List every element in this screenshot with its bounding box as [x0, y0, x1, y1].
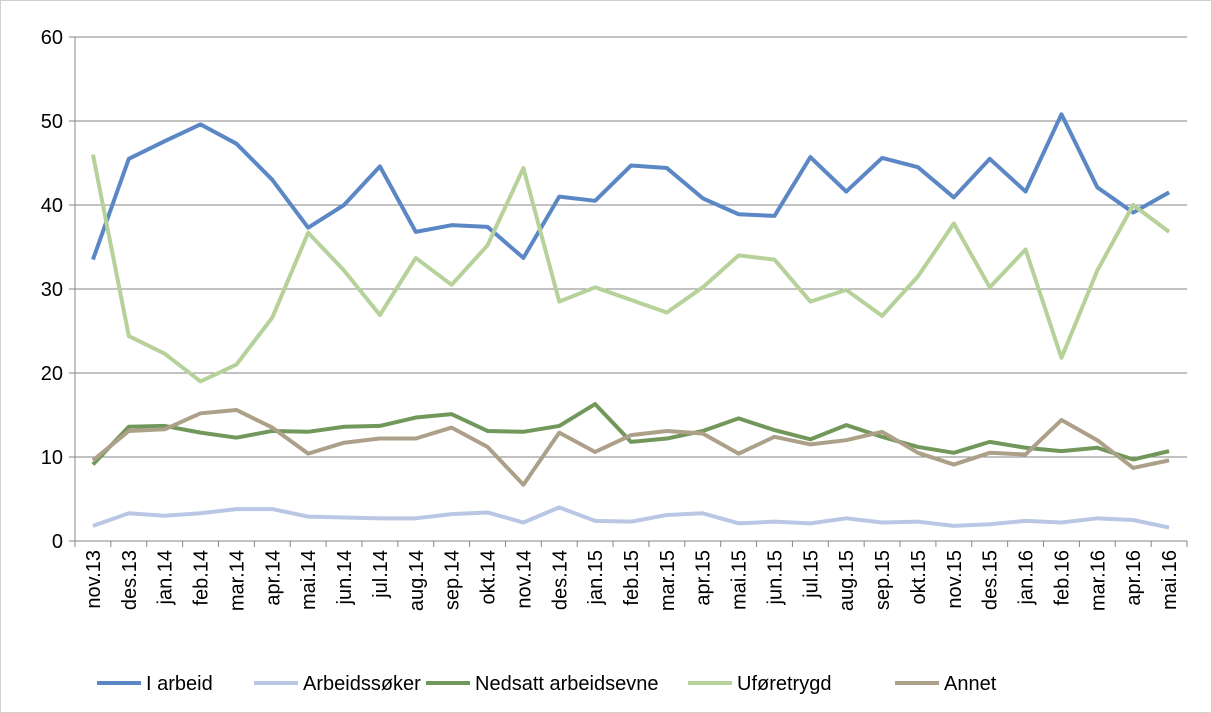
legend-label: Uføretrygd: [737, 673, 831, 695]
x-tick-label: aug.15: [836, 550, 858, 611]
x-tick-label: jul.14: [370, 550, 392, 599]
y-tick-label: 20: [41, 363, 63, 385]
series-line: [91, 402, 1170, 466]
x-tick-label: jan.16: [1016, 550, 1038, 606]
y-tick-label: 50: [41, 111, 63, 133]
y-tick-label: 10: [41, 447, 63, 469]
x-tick-label: jan.15: [585, 550, 607, 606]
x-tick-label: nov.14: [513, 550, 535, 609]
legend-label: I arbeid: [146, 673, 213, 695]
y-tick-label: 60: [41, 27, 63, 49]
x-tick-label: apr.14: [262, 550, 284, 606]
x-tick-label: nov.15: [944, 550, 966, 609]
y-tick-label: 30: [41, 279, 63, 301]
x-tick-label: mai.16: [1159, 550, 1181, 610]
x-tick-label: feb.16: [1051, 550, 1073, 606]
series-line: [91, 112, 1171, 261]
y-tick-label: 40: [41, 195, 63, 217]
legend-label: Arbeidssøker: [303, 673, 421, 695]
x-tick-label: apr.16: [1123, 550, 1145, 606]
x-tick-label: mar.14: [226, 550, 248, 611]
x-tick-label: jul.15: [800, 550, 822, 599]
x-tick-label: feb.15: [621, 550, 643, 606]
x-tick-label: jun.14: [334, 550, 356, 606]
x-tick-label: des.15: [980, 550, 1002, 610]
series-line: [91, 407, 1170, 487]
x-tick-label: des.14: [549, 550, 571, 610]
x-tick-label: sep.15: [872, 550, 894, 610]
x-tick-label: jan.14: [155, 550, 177, 606]
x-tick-label: mai.14: [298, 550, 320, 610]
x-tick-label: aug.14: [406, 550, 428, 611]
x-tick-label: nov.13: [83, 550, 105, 609]
x-tick-label: sep.14: [442, 550, 464, 610]
x-tick-label: jun.15: [764, 550, 786, 606]
x-tick-label: feb.14: [191, 550, 213, 606]
x-tick-label: okt.15: [908, 550, 930, 604]
x-tick-label: apr.15: [693, 550, 715, 606]
x-tick-label: okt.14: [478, 550, 500, 604]
series-line: [92, 505, 1170, 530]
x-tick-label: mar.16: [1087, 550, 1109, 611]
legend-label: Nedsatt arbeidsevne: [475, 673, 658, 695]
x-tick-label: mai.15: [729, 550, 751, 610]
x-tick-label: des.13: [119, 550, 141, 610]
x-tick-label: mar.15: [657, 550, 679, 611]
legend-label: Annet: [944, 673, 997, 695]
y-tick-label: 0: [52, 531, 63, 553]
series-line: [90, 154, 1171, 384]
